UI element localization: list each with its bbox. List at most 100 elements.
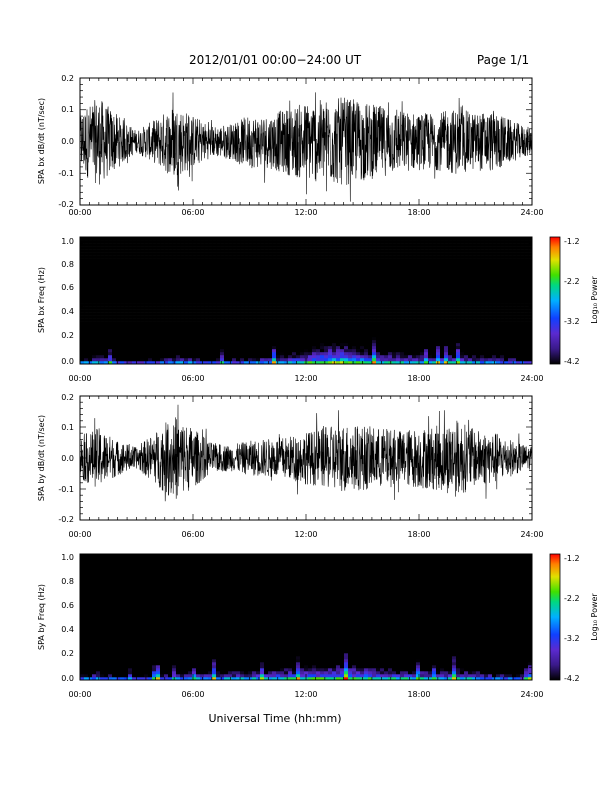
spectrogram-cell [376, 285, 381, 289]
spectrogram-cell [336, 351, 341, 356]
spectrogram-cell [328, 330, 333, 335]
spectrogram-cell [440, 288, 445, 292]
spectrogram-cell [172, 303, 177, 307]
spectrogram-cell [228, 339, 233, 344]
spectrogram-cell [244, 264, 249, 268]
spectrogram-cell [256, 276, 261, 280]
spectrogram-cell [328, 291, 333, 295]
spectrogram-cell [348, 249, 353, 253]
spectrogram-cell [116, 339, 121, 344]
spectrogram-cell [176, 357, 181, 362]
spectrogram-cell [320, 309, 325, 313]
spectrogram-cell [116, 279, 121, 283]
spectrogram-cell [196, 285, 201, 289]
spectrogram-cell [252, 327, 257, 332]
spectrogram-cell [384, 321, 389, 325]
spectrogram-cell [512, 342, 517, 347]
spectrogram-cell [192, 276, 197, 280]
spectrogram-cell [264, 348, 269, 353]
spectrogram-cell [132, 324, 137, 329]
spectrogram-cell [184, 282, 189, 286]
spectrogram-cell [216, 342, 221, 347]
spectrogram-cell [236, 324, 241, 329]
spectrogram-cell [108, 255, 113, 259]
spectrogram-cell [356, 330, 361, 335]
spectrogram-cell [196, 252, 201, 256]
spectrogram-cell [152, 288, 157, 292]
spectrogram-cell [180, 342, 185, 347]
spectrogram-cell [452, 354, 457, 359]
spectrogram-cell [260, 243, 265, 247]
spectrogram-cell [312, 339, 317, 344]
spectrogram-cell [136, 357, 141, 362]
spectrogram-cell [152, 285, 157, 289]
spectrogram-cell [300, 252, 305, 256]
spectrogram-cell [496, 258, 501, 262]
spectrogram-cell [132, 339, 137, 344]
spectrogram-cell [276, 276, 281, 280]
spectrogram-cell [248, 294, 253, 298]
spectrogram-cell [156, 306, 161, 310]
spectrogram-cell [236, 285, 241, 289]
spectrogram-cell [236, 321, 241, 325]
spectrogram-cell [140, 273, 145, 277]
spectrogram-cell [196, 345, 201, 350]
spectrogram-cell [372, 246, 377, 250]
spectrogram-cell [240, 309, 245, 313]
spectrogram-cell [348, 357, 353, 362]
spectrogram-cell [504, 255, 509, 259]
spectrogram-cell [516, 297, 521, 301]
spectrogram-cell [100, 291, 105, 295]
spectrogram-cell [372, 306, 377, 310]
spectrogram-cell [404, 276, 409, 280]
spectrogram-cell [272, 264, 277, 268]
spectrogram-cell [352, 261, 357, 265]
spectrogram-cell [480, 255, 485, 259]
spectrogram-cell [404, 312, 409, 316]
spectrogram-cell [420, 339, 425, 344]
spectrogram-cell [284, 345, 289, 350]
spectrogram-cell [380, 273, 385, 277]
spectrogram-cell [428, 255, 433, 259]
spectrogram-cell [224, 354, 229, 359]
spectrogram-cell [448, 294, 453, 298]
spectrogram-cell [184, 327, 189, 332]
spectrogram-cell [292, 285, 297, 289]
spectrogram-cell [260, 321, 265, 325]
spectrogram-cell [396, 288, 401, 292]
spectrogram-cell [452, 249, 457, 253]
spectrogram-cell [240, 315, 245, 319]
spectrogram-cell [504, 294, 509, 298]
spectrogram-cell [468, 279, 473, 283]
spectrogram-cell [468, 285, 473, 289]
spectrogram-cell [508, 360, 513, 365]
spectrogram-cell [420, 261, 425, 265]
spectrogram-cell [328, 318, 333, 322]
spectrogram-cell [192, 348, 197, 353]
spectrogram-cell [416, 354, 421, 359]
spectrogram-cell [412, 360, 417, 365]
spectrogram-cell [416, 333, 421, 338]
spectrogram-cell [412, 351, 417, 356]
spectrogram-cell [224, 264, 229, 268]
spectrogram-cell [500, 291, 505, 295]
spectrogram-cell [328, 315, 333, 319]
spectrogram-cell [280, 252, 285, 256]
spectrogram-cell [292, 342, 297, 347]
spectrogram-cell [284, 297, 289, 301]
spectrogram-cell [216, 348, 221, 353]
spectrogram-cell [132, 297, 137, 301]
spectrogram-cell [324, 291, 329, 295]
spectrogram-cell [404, 285, 409, 289]
spectrogram-cell [356, 294, 361, 298]
spectrogram-cell [352, 354, 357, 359]
spectrogram-cell [404, 354, 409, 359]
spectrogram-cell [484, 291, 489, 295]
spectrogram-cell [448, 261, 453, 265]
spectrogram-cell [476, 240, 481, 244]
spectrogram-cell [520, 261, 525, 265]
spectrogram-cell [204, 333, 209, 338]
spectrogram-cell [120, 324, 125, 329]
spectrogram-cell [120, 333, 125, 338]
spectrogram-cell [244, 288, 249, 292]
